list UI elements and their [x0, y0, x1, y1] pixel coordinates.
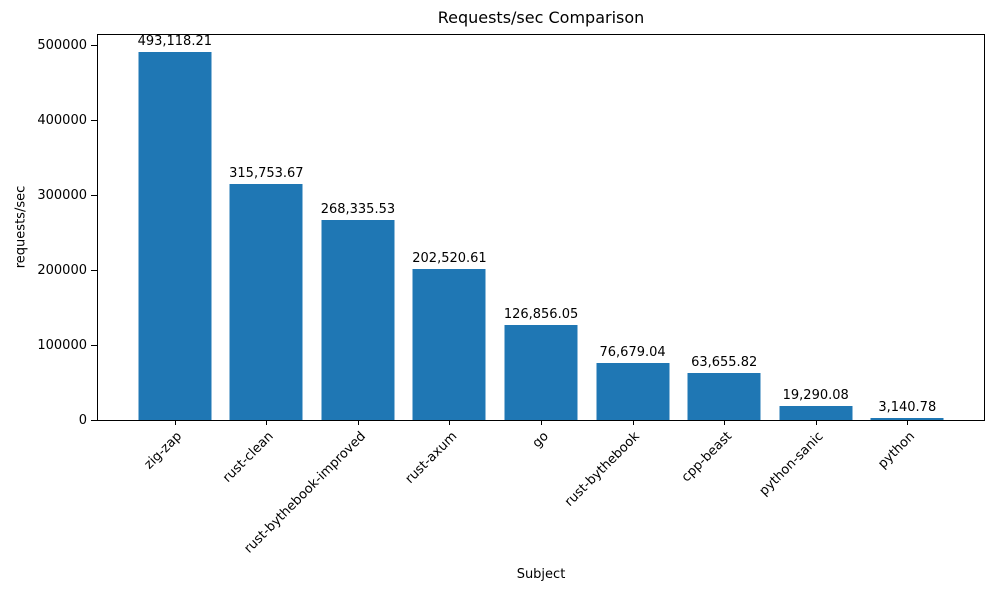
bar-value-label: 63,655.82 [691, 354, 758, 370]
bar-slot-rust-axum: 202,520.61 rust-axum [402, 35, 496, 487]
bar-rust-bythebook-improved [321, 219, 395, 420]
x-tick-mark [724, 420, 726, 425]
y-axis: 0 100000 200000 300000 400000 500000 [0, 34, 97, 428]
x-tick-mark [266, 420, 268, 425]
x-tick-label: python [875, 429, 918, 472]
bar-python [870, 417, 944, 420]
bar-slot-rust-clean: 315,753.67 rust-clean [220, 35, 313, 485]
y-tick-label: 300000 [37, 188, 87, 204]
bar-python-sanic [779, 405, 853, 420]
x-tick-label: zig-zap [141, 429, 186, 473]
x-tick-label: python-sanic [756, 429, 827, 499]
bar-rust-axum [412, 268, 486, 420]
bar-cpp-beast [687, 372, 761, 420]
x-tick-mark [541, 420, 543, 425]
bar-slot-zig-zap: 493,118.21 zig-zap [129, 34, 221, 472]
y-tick-label: 400000 [37, 113, 87, 128]
y-tick-label: 500000 [37, 38, 87, 53]
y-tick-mark [91, 45, 97, 46]
x-tick-label: cpp-beast [678, 429, 735, 486]
bar-slot-python-sanic: 19,290.08 python-sanic [756, 35, 862, 499]
x-tick-mark [815, 420, 817, 425]
y-tick-mark [91, 270, 97, 271]
x-tick-label: rust-clean [220, 429, 277, 486]
bar-slot-cpp-beast: 63,655.82 cpp-beast [678, 35, 770, 485]
x-axis-label: Subject [516, 567, 566, 582]
y-tick-label: 0 [78, 413, 87, 428]
bar-rust-bythebook [596, 362, 670, 420]
x-tick-label: rust-axum [402, 429, 461, 487]
x-tick-label: rust-bythebook [562, 429, 644, 510]
bar-value-label: 76,679.04 [599, 344, 666, 360]
x-tick-mark [907, 420, 909, 425]
x-tick-mark [632, 420, 634, 425]
bar-value-label: 202,520.61 [412, 250, 487, 266]
y-tick-mark [91, 120, 97, 121]
x-tick-label: go [529, 429, 552, 452]
bar-slot-rust-bythebook-improved: 268,335.53 rust-bythebook-improved [241, 35, 404, 557]
bar-rust-clean [229, 184, 303, 420]
bar-zig-zap [138, 52, 212, 420]
bar-value-label: 268,335.53 [320, 201, 396, 217]
x-tick-mark [174, 420, 176, 425]
bar-go [504, 325, 578, 420]
x-tick-mark [357, 420, 359, 425]
bar-value-label: 315,753.67 [229, 166, 304, 182]
x-tick-mark [449, 420, 451, 425]
plot-area: 493,118.21 zig-zap 315,753.67 rust-clean… [97, 34, 985, 557]
bar-slot-rust-bythebook: 76,679.04 rust-bythebook [563, 35, 679, 510]
chart-title: Requests/sec Comparison [437, 8, 645, 27]
y-tick-mark [91, 420, 97, 421]
bar-value-label: 19,290.08 [782, 387, 849, 403]
y-tick-mark [91, 345, 97, 346]
y-tick-label: 200000 [37, 263, 87, 278]
bar-slot-go: 126,856.05 go [495, 35, 587, 451]
bar-slot-python: 3,140.78 python [862, 35, 954, 472]
y-tick-label: 100000 [37, 338, 87, 353]
bar-value-label: 3,140.78 [878, 399, 937, 415]
bar-value-label: 493,118.21 [137, 34, 212, 50]
y-tick-mark [91, 195, 97, 196]
bar-value-label: 126,856.05 [503, 307, 579, 323]
